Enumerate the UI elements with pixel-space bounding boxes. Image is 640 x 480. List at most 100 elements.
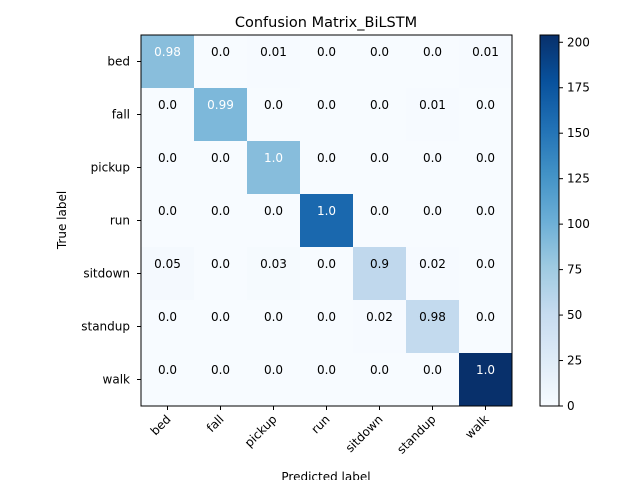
cell-value-label: 0.0	[423, 363, 442, 377]
cell-value-label: 0.0	[476, 204, 495, 218]
cell-value-label: 0.0	[370, 45, 389, 59]
cell-value-label: 0.03	[260, 257, 287, 271]
cell-value-label: 0.0	[158, 151, 177, 165]
cell-value-label: 0.0	[264, 363, 283, 377]
cell-value-label: 0.05	[154, 257, 181, 271]
heatmap-cell	[300, 300, 354, 354]
heatmap-cell	[353, 141, 407, 195]
heatmap-cell	[300, 141, 354, 195]
y-tick-label: run	[110, 214, 130, 228]
cell-value-label: 1.0	[264, 151, 283, 165]
heatmap-cell	[353, 247, 407, 301]
cell-value-label: 0.02	[366, 310, 393, 324]
x-tick-label: run	[308, 412, 332, 436]
heatmap-cell	[141, 35, 195, 89]
chart-title: Confusion Matrix_BiLSTM	[235, 15, 417, 31]
heatmap-cell	[406, 141, 460, 195]
heatmap-cell	[353, 300, 407, 354]
cell-value-label: 0.0	[317, 45, 336, 59]
colorbar-tick-label: 25	[567, 354, 582, 368]
cell-value-label: 0.0	[476, 151, 495, 165]
heatmap-cell	[194, 88, 248, 142]
x-tick-label: standup	[394, 412, 438, 456]
cell-value-label: 0.0	[370, 363, 389, 377]
y-tick-label: bed	[107, 55, 130, 69]
heatmap-cell	[406, 300, 460, 354]
cell-value-label: 0.0	[264, 310, 283, 324]
y-tick-label: standup	[81, 320, 130, 334]
cell-value-label: 0.01	[260, 45, 287, 59]
cell-value-label: 0.0	[211, 310, 230, 324]
cell-value-label: 0.0	[370, 151, 389, 165]
heatmap-cells	[141, 35, 513, 407]
cell-value-label: 0.0	[423, 204, 442, 218]
colorbar-tick-label: 0	[567, 399, 575, 413]
x-tick-label: fall	[204, 412, 227, 435]
cell-value-label: 0.0	[423, 151, 442, 165]
cell-value-label: 0.01	[419, 98, 446, 112]
cell-value-label: 0.0	[211, 257, 230, 271]
cell-value-label: 0.0	[158, 204, 177, 218]
cell-value-label: 0.0	[317, 310, 336, 324]
heatmap-cell	[459, 141, 513, 195]
x-tick-label: bed	[148, 412, 174, 438]
cell-value-label: 0.98	[419, 310, 446, 324]
y-tick-label: fall	[112, 108, 130, 122]
cell-value-label: 0.02	[419, 257, 446, 271]
colorbar-ticks: 0 25 50 75 100 125 150 175 200	[559, 35, 590, 413]
x-tick-label: pickup	[242, 412, 280, 450]
heatmap-cell	[459, 353, 513, 407]
heatmap-cell	[194, 247, 248, 301]
colorbar-tick-label: 125	[567, 172, 590, 186]
colorbar-tick-label: 150	[567, 126, 590, 140]
heatmap-cell	[300, 247, 354, 301]
cell-value-label: 0.0	[370, 98, 389, 112]
cell-value-label: 0.0	[211, 151, 230, 165]
x-tick-label: walk	[462, 412, 491, 441]
heatmap-cell	[353, 353, 407, 407]
cell-value-label: 0.0	[317, 151, 336, 165]
heatmap-cell	[300, 35, 354, 89]
cell-value-label: 0.0	[423, 45, 442, 59]
cell-value-label: 0.99	[207, 98, 234, 112]
heatmap-cell	[247, 247, 301, 301]
y-axis-ticks: bed fall pickup run sitdown standup walk	[81, 55, 141, 387]
cell-value-label: 0.0	[476, 257, 495, 271]
cell-value-label: 0.0	[317, 98, 336, 112]
y-tick-label: sitdown	[83, 267, 130, 281]
heatmap-cell	[141, 353, 195, 407]
heatmap-cell	[247, 194, 301, 248]
heatmap-cell	[247, 35, 301, 89]
heatmap-cell	[459, 35, 513, 89]
heatmap-cell	[300, 88, 354, 142]
colorbar-tick-label: 200	[567, 35, 590, 49]
cell-value-label: 0.0	[158, 98, 177, 112]
heatmap-cell	[406, 35, 460, 89]
cell-value-label: 0.0	[264, 204, 283, 218]
heatmap-cell	[459, 88, 513, 142]
heatmap-cell	[353, 194, 407, 248]
heatmap-cell	[141, 300, 195, 354]
cell-value-label: 0.9	[370, 257, 389, 271]
heatmap-cell	[194, 353, 248, 407]
heatmap-cell	[247, 141, 301, 195]
cell-value-label: 1.0	[476, 363, 495, 377]
colorbar-tick-label: 75	[567, 263, 582, 277]
heatmap-cell	[353, 35, 407, 89]
heatmap-cell	[247, 353, 301, 407]
cell-value-label: 0.0	[211, 204, 230, 218]
cell-value-label: 0.0	[211, 363, 230, 377]
cell-value-label: 0.0	[158, 310, 177, 324]
y-tick-label: walk	[103, 373, 131, 387]
cell-value-label: 0.0	[317, 257, 336, 271]
colorbar	[539, 34, 560, 407]
cell-value-label: 0.0	[264, 98, 283, 112]
y-axis-label: True label	[55, 191, 69, 250]
heatmap-cell	[194, 141, 248, 195]
colorbar-tick-label: 175	[567, 81, 590, 95]
colorbar-tick-label: 100	[567, 217, 590, 231]
heatmap-cell	[406, 247, 460, 301]
x-axis-ticks: bed fall pickup run sitdown standup walk	[148, 406, 492, 457]
heatmap-cell	[247, 300, 301, 354]
heatmap-cell	[406, 353, 460, 407]
